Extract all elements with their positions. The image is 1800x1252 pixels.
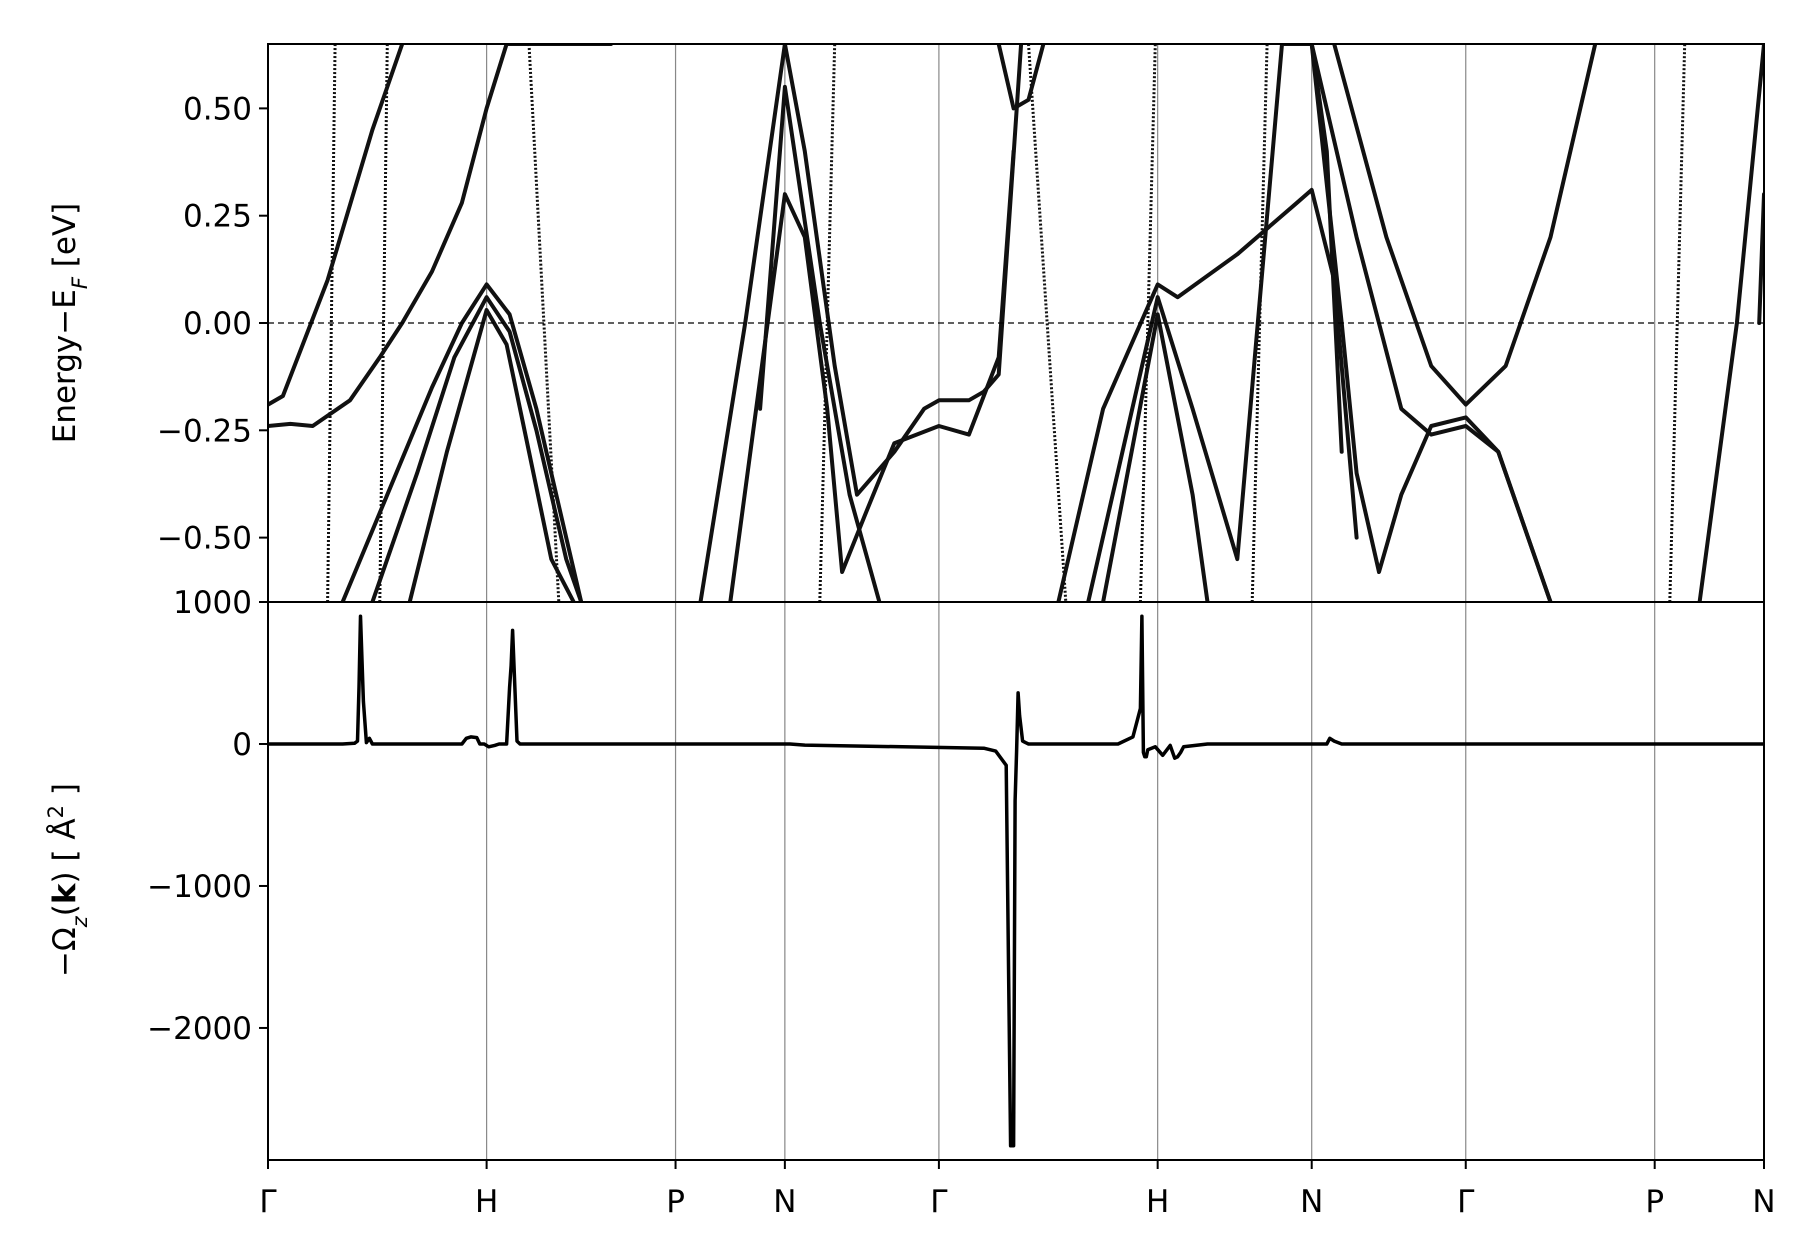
bottom-y-ticks: 1000 0 −1000 −2000 — [147, 585, 268, 1047]
band-line — [407, 308, 576, 602]
x-tick-label: H — [475, 1184, 498, 1220]
x-tick-label: N — [1300, 1184, 1323, 1220]
top-bands — [268, 44, 1764, 602]
bottom-y-axis-label: −Ωz(k) [ Å2 ] — [44, 783, 92, 977]
dotted-band-line — [326, 44, 337, 602]
bottom-high-symmetry-gridlines — [486, 602, 1656, 1160]
y-tick-label: −0.25 — [157, 413, 252, 449]
y-tick-label: 1000 — [173, 585, 252, 621]
band-line — [1086, 44, 1344, 602]
berry-curvature-line — [268, 614, 1764, 1148]
bottom-axes-frame — [267, 601, 1765, 1161]
band-line — [1332, 44, 1598, 407]
dotted-band-line — [1250, 44, 1269, 602]
x-tick-label: N — [1752, 1184, 1775, 1220]
band-line — [1309, 44, 1553, 602]
band-line — [1101, 312, 1210, 602]
y-tick-label: −1000 — [147, 869, 252, 905]
bottom-curves — [268, 614, 1764, 1148]
band-structure-panel: 0.50 0.25 0.00 −0.25 −0.50 Energy−EF [eV] — [47, 43, 1765, 603]
band-line — [996, 44, 1046, 111]
band-line — [728, 149, 1016, 602]
y-tick-label: 0.25 — [183, 199, 252, 235]
band-line — [370, 295, 584, 602]
y-tick-label: 0 — [232, 727, 252, 763]
dotted-band-line — [818, 44, 837, 602]
x-tick-label: Γ — [1457, 1184, 1475, 1220]
dotted-band-line — [1138, 44, 1157, 602]
x-tick-label: H — [1146, 1184, 1169, 1220]
top-y-axis-label: Energy−EF [eV] — [47, 203, 92, 444]
band-line — [268, 44, 405, 407]
dotted-band-line — [1668, 44, 1687, 602]
top-y-ticks: 0.50 0.25 0.00 −0.25 −0.50 — [157, 91, 268, 557]
band-line — [1056, 187, 1359, 602]
berry-curvature-panel: 1000 0 −1000 −2000 Γ H P N Γ H N Γ P N −Ωz(k) [ Å2 ] — [44, 585, 1776, 1220]
y-tick-label: −2000 — [147, 1011, 252, 1047]
x-tick-label: N — [773, 1184, 796, 1220]
band-line — [1697, 44, 1764, 602]
dotted-band-line — [1027, 44, 1068, 602]
band-line — [268, 44, 613, 428]
x-tick-label: P — [1645, 1184, 1664, 1220]
y-tick-label: −0.50 — [157, 521, 252, 557]
y-tick-label: 0.00 — [183, 306, 252, 342]
y-tick-label: 0.50 — [183, 91, 252, 127]
x-tick-label: Γ — [930, 1184, 948, 1220]
band-line — [340, 282, 584, 602]
x-tick-label: Γ — [259, 1184, 277, 1220]
x-tick-label: P — [666, 1184, 685, 1220]
